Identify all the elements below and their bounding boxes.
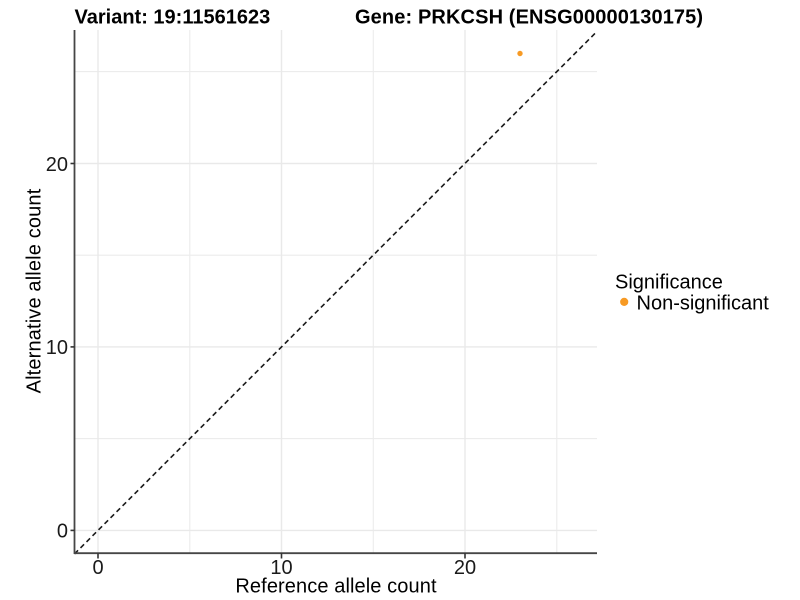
svg-text:Alternative allele count: Alternative allele count xyxy=(24,188,46,393)
svg-text:Reference allele count: Reference allele count xyxy=(235,576,437,598)
svg-text:0: 0 xyxy=(92,557,103,579)
svg-text:Significance: Significance xyxy=(615,271,723,293)
svg-text:10: 10 xyxy=(270,557,292,579)
svg-text:Non-significant: Non-significant xyxy=(637,293,770,315)
svg-text:Gene: PRKCSH (ENSG00000130175): Gene: PRKCSH (ENSG00000130175) xyxy=(355,7,703,29)
svg-text:0: 0 xyxy=(57,521,68,543)
svg-text:Variant: 19:11561623: Variant: 19:11561623 xyxy=(75,7,271,29)
svg-text:20: 20 xyxy=(454,557,476,579)
svg-text:10: 10 xyxy=(46,337,68,359)
svg-text:20: 20 xyxy=(46,154,68,176)
